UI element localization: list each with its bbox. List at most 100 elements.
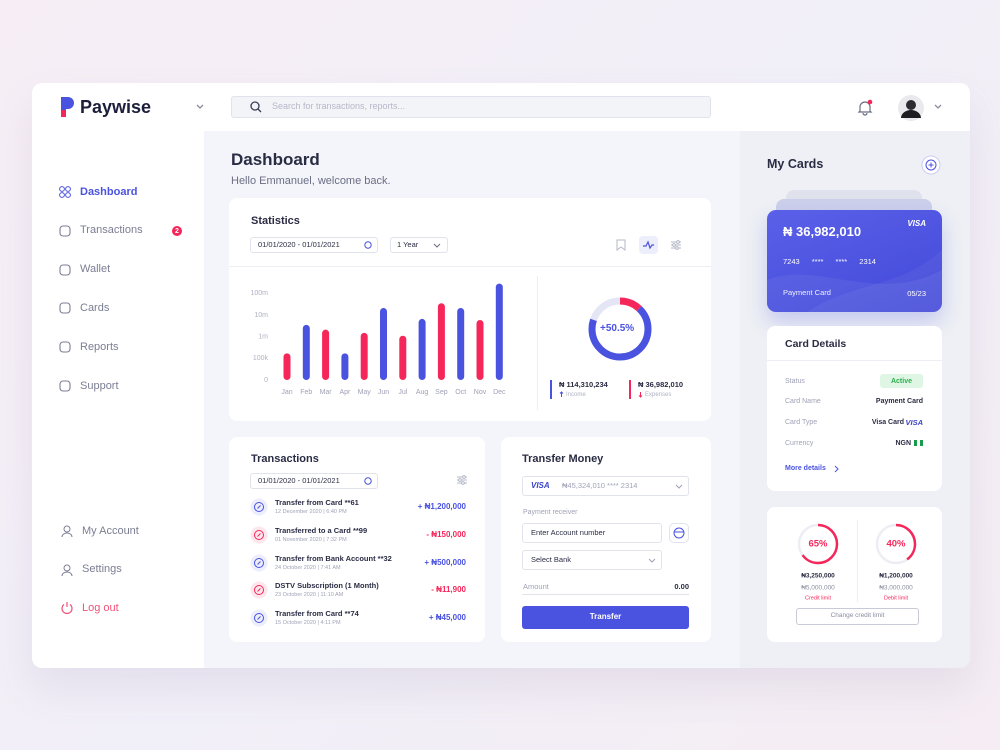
more-chevron [834,465,839,473]
search-placeholder: Search for transactions, reports... [272,101,406,111]
card-brand: VISA [531,481,550,490]
brand: Paywise [80,97,152,117]
settings-sliders[interactable] [670,239,682,251]
transaction-icon [250,554,268,572]
transaction-title[interactable]: Transfer from Card **74 [275,609,359,619]
bookmark-icon[interactable] [616,239,626,251]
bell-icon[interactable] [857,99,873,116]
change-limit-button[interactable] [796,608,919,625]
card-select[interactable] [522,476,689,496]
amount-underline [522,594,689,595]
select-chevron [675,484,683,489]
period-chevron [433,243,441,248]
growth: +50.5% [600,323,635,334]
transaction-title[interactable]: DSTV Subscription (1 Month) [275,581,379,591]
transaction-icon [250,526,268,544]
status-pill [880,374,923,388]
nav-item[interactable]: Log out [82,601,119,614]
transaction-date: 15 October 2020 | 4:11 PM [275,620,341,627]
add-card-button[interactable] [921,155,941,175]
statistics-title: Statistics [251,215,300,227]
transfer-button[interactable] [522,606,689,629]
divider [229,266,711,267]
bank-select[interactable] [522,550,662,570]
transaction-amount: - ₦150,000 [426,529,466,539]
nav-item[interactable]: Support [80,379,119,392]
card-balance: ₦ 36,982,010 [783,224,862,239]
beneficiary-icon [673,527,685,539]
detail-label: Card Name [785,398,821,406]
nav-item[interactable]: Reports [80,340,119,353]
nav-icon [59,264,71,276]
date-icon [364,477,372,485]
page-subtitle: Hello Emmanuel, welcome back. [231,175,391,187]
card-account: ₦45,324,010 **** 2314 [562,481,638,490]
detail-value: Active [890,377,912,385]
divider [767,360,942,361]
nav-item[interactable]: My Account [82,524,139,537]
chart-toggle-icon [643,240,654,250]
badge: 2 [175,227,179,235]
expenses-amount: ₦ 36,982,010 [638,380,684,389]
transaction-title[interactable]: Transferred to a Card **99 [275,525,368,535]
nav-item[interactable]: Transactions [80,224,143,237]
card-brand: VISA [907,219,926,228]
nav-icon [61,602,73,615]
transaction-icon [250,581,268,599]
detail-value: NGN [895,439,911,447]
nav-item[interactable]: Settings [82,563,122,575]
period: 1 Year [397,240,419,249]
nav-icon [59,186,71,198]
my-cards-title: My Cards [767,157,824,171]
up-arrow [559,391,564,397]
card-number: 7243 **** **** 2314 [783,257,876,266]
nav-icon [59,225,71,237]
period-select[interactable] [390,237,448,253]
income-line [550,380,552,399]
card-details-title: Card Details [785,338,847,350]
detail-label: Status [785,377,805,385]
card-wave [767,250,942,312]
down-arrow [638,392,643,398]
date-range-box[interactable] [250,237,378,253]
nav-icon [61,564,73,576]
receiver-label: Payment receiver [523,509,578,516]
select-chevron [648,558,656,563]
detail-value: Payment Card [875,398,923,406]
nav-item[interactable]: Wallet [80,263,111,276]
date-range-box[interactable] [250,473,378,489]
detail-value: Visa Card [871,418,904,426]
divider [857,520,858,602]
transactions-title: Transactions [251,453,319,465]
transaction-date: 24 October 2020 | 7:41 AM [275,564,341,571]
account-input[interactable] [522,523,662,543]
flag [914,440,923,447]
more-details[interactable]: More details [785,465,826,472]
transaction-amount: - ₦11,900 [431,585,466,595]
card-name: Payment Card [783,288,831,297]
expenses-line [629,380,631,399]
amount[interactable]: 0.00 [674,582,689,591]
transaction-date: 01 November 2020 | 7:32 PM [275,536,347,543]
detail-label: Currency [785,439,814,447]
transaction-amount: + ₦1,200,000 [417,502,466,511]
search-box[interactable] [231,96,711,118]
transaction-title[interactable]: Transfer from Bank Account **32 [275,553,392,563]
transaction-date: 23 October 2020 | 11:10 AM [275,592,344,599]
badge-dot [172,225,182,236]
bank-placeholder: Select Bank [531,555,572,564]
avatar[interactable] [897,94,925,122]
filter-icon[interactable] [456,474,468,486]
transfer-title: Transfer Money [522,453,604,465]
account-placeholder: Enter Account number [531,528,606,537]
transaction-title[interactable]: Transfer from Card **61 [275,498,359,507]
nav-item[interactable]: Dashboard [80,185,138,198]
expenses-label: Expenses [645,392,672,398]
beneficiary-button[interactable] [669,523,689,543]
card-expiry: 05/23 [907,289,926,298]
transaction-icon [250,609,268,627]
payment-card[interactable] [767,210,942,312]
nav-item[interactable]: Cards [80,301,110,314]
income-amount: ₦ 114,310,234 [559,380,608,389]
change-limit-label: Change credit limit [830,612,885,619]
